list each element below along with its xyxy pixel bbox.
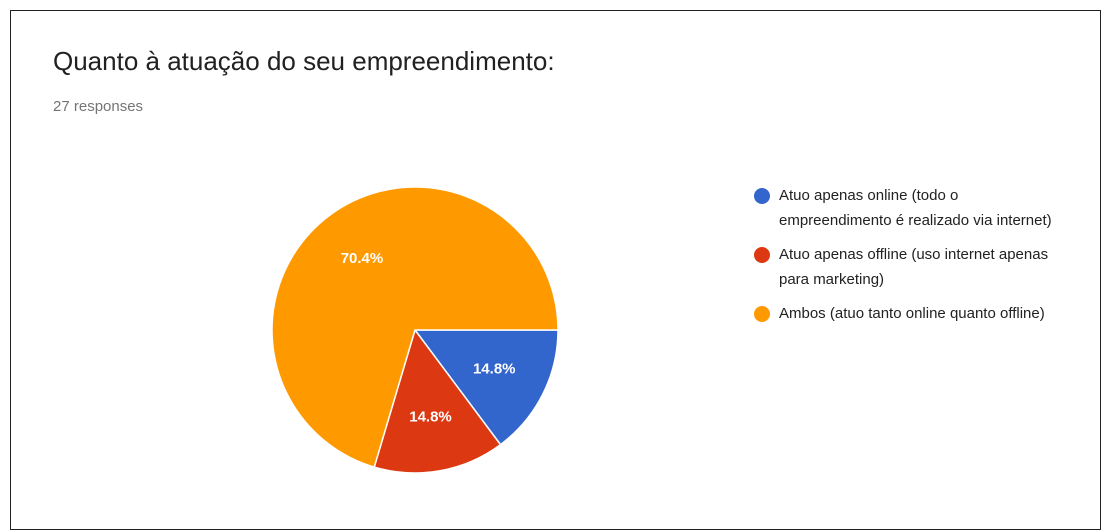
page: {"chart_data": {"type": "pie", "title": …	[10, 10, 1101, 530]
slice-label: 14.8%	[473, 361, 516, 378]
pie-slice	[271, 186, 559, 469]
legend-label: Atuo apenas offline (uso internet apenas…	[779, 246, 1049, 288]
legend-swatch	[754, 188, 770, 204]
pie-chart: 14.8% 14.8% 70.4%	[271, 186, 559, 474]
legend-label: Ambos (atuo tanto online quanto offline)	[779, 305, 1045, 322]
legend: Atuo apenas online (todo o empreendiment…	[754, 183, 1054, 335]
slice-label: 70.4%	[341, 250, 384, 267]
legend-item: Atuo apenas offline (uso internet apenas…	[754, 242, 1054, 292]
response-count: 27 responses	[53, 98, 144, 115]
pie-slice	[413, 329, 559, 446]
slice-label: 14.8%	[409, 408, 452, 425]
legend-item: Ambos (atuo tanto online quanto offline)	[754, 301, 1054, 326]
legend-swatch	[754, 306, 770, 322]
chart-title: Quanto à atuação do seu empreendimento:	[53, 46, 555, 76]
legend-item: Atuo apenas online (todo o empreendiment…	[754, 183, 1054, 233]
legend-label: Atuo apenas online (todo o empreendiment…	[779, 187, 1052, 229]
pie-slice	[373, 328, 502, 474]
legend-swatch	[754, 247, 770, 263]
